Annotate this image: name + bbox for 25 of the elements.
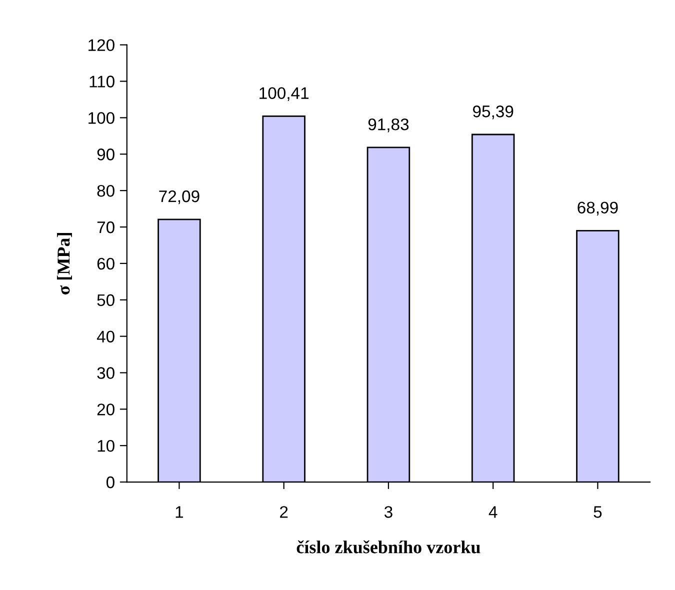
x-tick-label: 3 xyxy=(384,506,392,518)
data-label: 91,83 xyxy=(368,118,409,132)
y-tick-label: 30 xyxy=(97,367,114,379)
y-tick-label: 0 xyxy=(106,476,114,488)
y-tick-label: 10 xyxy=(98,440,114,452)
x-tick-label: 1 xyxy=(176,506,184,518)
y-tick-label: 60 xyxy=(97,258,114,270)
y-tick-label: 100 xyxy=(88,112,114,124)
data-label: 95,39 xyxy=(473,106,514,120)
x-axis-title: číslo zkušebního vzorku xyxy=(296,540,480,554)
y-tick-label: 80 xyxy=(97,184,114,197)
y-tick-label: 70 xyxy=(97,221,114,234)
y-axis-title: σ [MPa] xyxy=(57,233,72,294)
x-tick-label: 4 xyxy=(488,506,498,518)
y-tick-label: 90 xyxy=(97,148,114,160)
data-label: 68,99 xyxy=(578,202,618,216)
x-tick-label: 2 xyxy=(280,506,288,518)
data-label: 72,09 xyxy=(159,190,200,204)
y-tick-label: 50 xyxy=(97,294,114,306)
y-tick-label: 110 xyxy=(90,76,114,88)
data-label: 100,41 xyxy=(260,87,309,101)
y-tick-label: 20 xyxy=(97,404,114,416)
y-tick-label: 120 xyxy=(88,39,114,52)
x-tick-label: 5 xyxy=(594,506,602,518)
y-tick-label: 40 xyxy=(96,330,114,343)
